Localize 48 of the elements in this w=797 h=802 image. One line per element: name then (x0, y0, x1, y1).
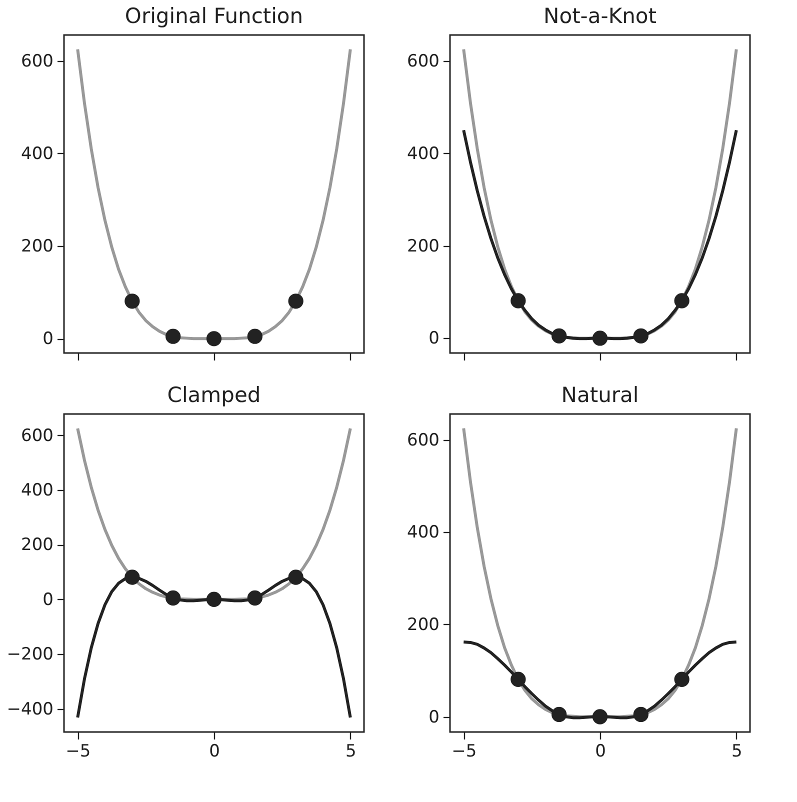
x-tick-label: 0 (595, 742, 606, 762)
point (206, 592, 222, 607)
x-tick-label: −5 (66, 742, 91, 762)
point (206, 331, 222, 346)
point (166, 328, 181, 344)
point (592, 330, 608, 346)
y-tick-label: 400 (407, 522, 440, 543)
point (552, 328, 567, 344)
chart-title: Not-a-Knot (544, 4, 656, 28)
y-tick-label: 600 (407, 51, 440, 72)
chart-title: Natural (561, 383, 639, 407)
y-tick-label: 200 (407, 614, 440, 635)
y-tick-label: 0 (42, 329, 54, 350)
y-tick-label: 0 (42, 590, 54, 610)
y-tick-label: 200 (407, 236, 440, 256)
point (552, 706, 567, 722)
y-tick-label: 200 (21, 535, 54, 556)
point (674, 293, 690, 308)
y-tick-label: 600 (21, 51, 54, 72)
y-tick-label: 600 (407, 430, 440, 450)
y-tick-label: −200 (6, 644, 54, 665)
point (510, 672, 526, 687)
x-tick-label: −5 (452, 742, 477, 762)
point (288, 294, 304, 309)
point (674, 672, 690, 687)
y-tick-label: 400 (407, 144, 440, 164)
point (124, 570, 140, 585)
y-tick-label: 600 (21, 426, 54, 446)
y-tick-label: 400 (21, 480, 54, 501)
point (633, 706, 648, 722)
x-tick-label: 5 (731, 742, 742, 762)
y-tick-label: 400 (21, 144, 54, 164)
y-tick-label: 200 (21, 236, 54, 257)
point (166, 590, 181, 606)
y-tick-label: 0 (428, 328, 440, 349)
chart-title: Original Function (124, 4, 304, 28)
point (510, 293, 526, 308)
point (633, 328, 648, 344)
x-tick-label: 0 (209, 742, 220, 762)
point (592, 709, 608, 724)
x-tick-label: 5 (345, 742, 356, 762)
y-tick-label: −400 (6, 699, 54, 720)
point (247, 328, 262, 344)
point (247, 590, 262, 606)
point (288, 570, 304, 585)
point (124, 294, 140, 309)
chart-title: Clamped (167, 383, 261, 407)
y-tick-label: 0 (428, 707, 440, 728)
